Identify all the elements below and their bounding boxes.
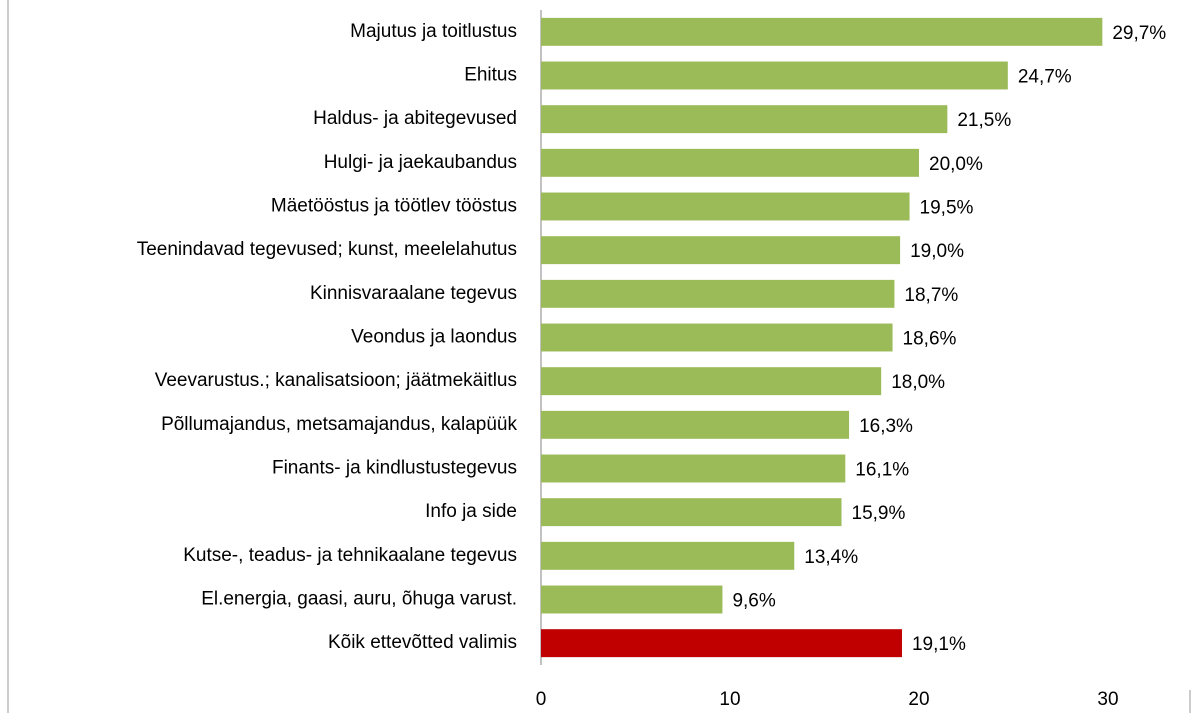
data-label: 21,5% [957, 110, 1011, 131]
y-tick-label: Majutus ja toitlustus [350, 21, 517, 42]
data-label: 18,0% [891, 372, 945, 393]
data-label: 15,9% [852, 503, 906, 524]
y-tick-label: Info ja side [425, 501, 517, 522]
data-label: 16,1% [855, 460, 909, 481]
y-tick-label: Finants- ja kindlustustegevus [272, 458, 517, 479]
x-tick-label: 20 [908, 689, 929, 710]
data-label: 16,3% [859, 416, 913, 437]
bar [541, 410, 850, 439]
x-tick-label: 30 [1097, 689, 1118, 710]
y-tick-label: Põllumajandus, metsamajandus, kalapüük [161, 414, 517, 435]
bar [541, 367, 882, 396]
bar [541, 498, 842, 527]
bar [541, 17, 1103, 46]
y-tick-label: Hulgi- ja jaekaubandus [324, 152, 517, 173]
y-tick-label: Kutse-, teadus- ja tehnikaalane tegevus [183, 545, 517, 566]
data-label: 18,6% [903, 329, 957, 350]
bar [541, 541, 795, 570]
y-tick-label: Kõik ettevõtted valimis [328, 632, 517, 653]
y-tick-label: Veondus ja laondus [351, 327, 517, 348]
bar [541, 629, 902, 658]
bar [541, 585, 723, 614]
y-tick-label: Mäetööstus ja töötlev tööstus [271, 196, 517, 217]
y-tick-label: Veevarustus.; kanalisatsioon; jäätmekäit… [155, 370, 517, 391]
data-label: 13,4% [804, 547, 858, 568]
bar [541, 61, 1008, 90]
data-label: 24,7% [1018, 67, 1072, 88]
bar [541, 105, 948, 134]
data-label: 19,0% [910, 241, 964, 262]
bar [541, 148, 919, 177]
y-tick-label: Haldus- ja abitegevused [313, 108, 517, 129]
data-label: 18,7% [904, 285, 958, 306]
y-tick-label: El.energia, gaasi, auru, õhuga varust. [201, 589, 517, 610]
bar [541, 323, 893, 352]
x-tick-label: 10 [719, 689, 740, 710]
data-label: 19,5% [920, 198, 974, 219]
data-label: 20,0% [929, 154, 983, 175]
y-tick-label: Kinnisvaraalane tegevus [310, 283, 517, 304]
bar [541, 236, 901, 265]
y-tick-label: Teenindavad tegevused; kunst, meelelahut… [137, 239, 517, 260]
x-tick-label: 0 [536, 689, 547, 710]
y-tick-label: Ehitus [464, 65, 517, 86]
data-label: 19,1% [912, 634, 966, 655]
data-label: 29,7% [1112, 23, 1166, 44]
data-label: 9,6% [732, 591, 775, 612]
bar [541, 279, 895, 308]
bar [541, 192, 910, 221]
bar [541, 454, 846, 483]
